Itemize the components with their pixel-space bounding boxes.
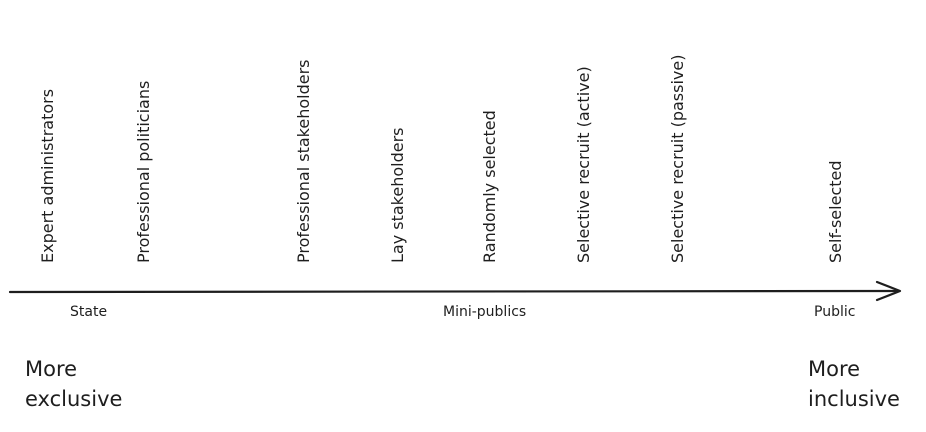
region-label-state: State <box>70 304 108 320</box>
end-label-more-inclusive: More inclusive <box>808 357 900 411</box>
end-label-more-exclusive: More exclusive <box>25 357 123 411</box>
axis-line <box>8 289 900 294</box>
region-label-mini-publics: Mini-publics <box>443 304 527 320</box>
axis-arrowhead <box>875 280 902 302</box>
region-label-public: Public <box>814 304 856 320</box>
